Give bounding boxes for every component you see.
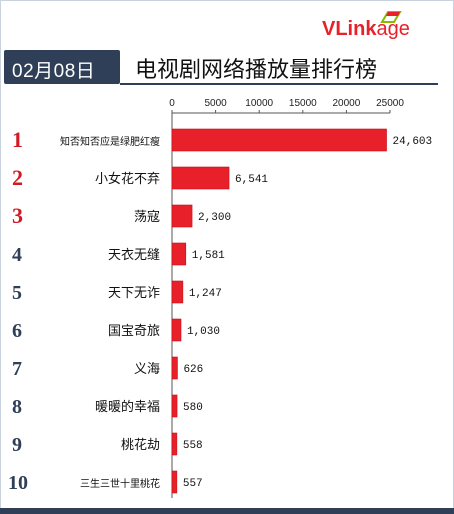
bar [171, 128, 387, 152]
value-label: 626 [183, 364, 203, 376]
bar [171, 280, 184, 304]
value-label: 6,541 [235, 174, 268, 186]
x-tick-label: 20000 [332, 98, 360, 109]
category-label: 天衣无缝 [108, 247, 160, 263]
date-badge [4, 50, 120, 84]
value-label: 580 [183, 402, 203, 414]
rank-number: 6 [12, 320, 22, 342]
logo-link: Link [335, 18, 377, 40]
value-label: 558 [183, 440, 203, 452]
rank-number: 1 [12, 127, 23, 152]
category-label: 义海 [134, 362, 160, 377]
bar [171, 356, 178, 380]
logo-v: V [322, 18, 336, 40]
bar [171, 394, 178, 418]
vlinkage-logo: VLinkage [322, 18, 410, 40]
bar [171, 432, 178, 456]
bar [171, 166, 230, 190]
value-label: 1,030 [187, 326, 220, 338]
rank-number: 7 [12, 358, 22, 380]
rank-number: 10 [8, 472, 28, 494]
x-tick-label: 10000 [245, 98, 273, 109]
chart-title: 电视剧网络播放量排行榜 [135, 58, 378, 83]
rank-number: 5 [12, 282, 22, 304]
value-label: 1,581 [192, 250, 225, 262]
category-label: 天下无诈 [108, 286, 160, 301]
bar [171, 204, 193, 228]
bar [171, 318, 182, 342]
x-tick-label: 25000 [376, 98, 404, 109]
logo-age: age [376, 18, 410, 40]
bar [171, 470, 178, 494]
rank-number: 8 [12, 396, 22, 418]
value-label: 24,603 [393, 136, 433, 148]
bar [171, 242, 187, 266]
category-label: 知否知否应是绿肥红瘦 [60, 135, 160, 148]
x-tick-label: 5000 [204, 98, 227, 109]
category-label: 小女花不弃 [95, 171, 160, 187]
value-label: 1,247 [189, 288, 222, 300]
value-label: 557 [183, 478, 203, 490]
rank-number: 3 [12, 203, 23, 228]
category-label: 三生三世十里桃花 [80, 477, 160, 490]
x-tick-label: 0 [169, 98, 175, 109]
category-label: 桃花劫 [121, 437, 160, 453]
bottom-bar [0, 508, 454, 514]
category-label: 国宝奇旅 [108, 323, 160, 339]
category-label: 荡寇 [134, 209, 160, 225]
logo-mark-icon [380, 11, 402, 23]
date-label: 02月08日 [12, 61, 96, 82]
x-tick-label: 15000 [289, 98, 317, 109]
title-underline [120, 83, 438, 85]
value-label: 2,300 [198, 212, 231, 224]
rank-number: 9 [12, 434, 22, 456]
rank-number: 4 [12, 244, 22, 266]
rank-number: 2 [12, 165, 23, 190]
category-label: 暖暖的幸福 [95, 399, 160, 415]
